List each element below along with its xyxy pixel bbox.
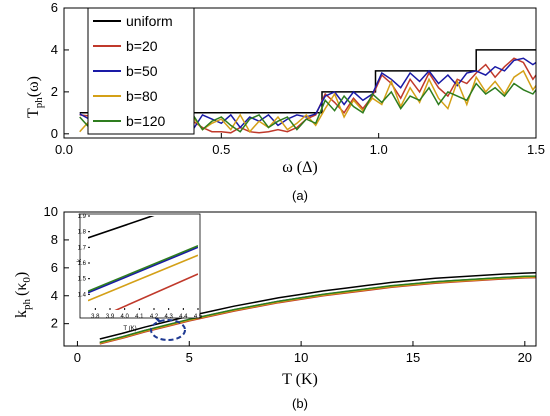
panel-a: 0.0 0.5 1.0 1.5 0 2 4 6 uniform b=20 b=50 b=80 b=1…: [25, 0, 545, 203]
inset-y-tick-label: 1.5: [78, 277, 87, 283]
panel-b-frame: [63, 211, 537, 347]
panel-b-y-tick-label: 10: [44, 204, 58, 219]
inset-y-tick-label: 1.4: [78, 292, 87, 298]
inset-x-tick-label: 3.8: [91, 314, 100, 320]
legend-label: uniform: [126, 13, 173, 29]
zoom-region-ellipse: [150, 319, 186, 341]
legend: uniform b=20 b=50 b=80 b=120: [87, 7, 195, 135]
panel-b-plot-area: [99, 271, 536, 345]
inset-x-tick-label: 4.0: [120, 314, 129, 320]
inset-series-b-50: [88, 246, 198, 294]
inset-y-axis-label: k: [77, 258, 83, 262]
panel-a-x-tick-label: 0.0: [55, 142, 73, 157]
inset-series-b-20: [114, 273, 198, 310]
inset-series-b-120: [88, 245, 198, 292]
inset-x-tick-label: 4.2: [150, 314, 159, 320]
panel-a-label: (a): [292, 188, 308, 203]
panel-b-y-axis-label: kph(κ0): [13, 272, 33, 318]
panel-a-y-tick-label: 2: [51, 84, 58, 99]
panel-b-x-tick-label: 5: [186, 350, 193, 365]
legend-label: b=80: [126, 88, 158, 104]
panel-b-x-tick-label: 20: [518, 350, 532, 365]
panel-a-y-tick-label: 4: [51, 42, 58, 57]
panel-a-x-tick-label: 1.0: [370, 142, 388, 157]
panel-b-series-b-120: [99, 275, 536, 344]
legend-label: b=120: [126, 113, 166, 129]
inset-x-axis-label: T (K): [123, 326, 136, 332]
panel-b-series-b-80: [99, 276, 536, 344]
inset-x-tick-label: 4.4: [179, 314, 188, 320]
inset-background: [79, 213, 201, 319]
panel-a-x-ticks: 0.0 0.5 1.0 1.5: [55, 133, 545, 157]
panel-b-label: (b): [292, 396, 308, 411]
panel-a-y-tick-label: 0: [51, 126, 58, 141]
inset-series-uniform: [88, 216, 155, 239]
inset-y-ticks: 1.4 1.5 1.6 1.7 1.8 1.9: [78, 214, 90, 298]
panel-a-x-tick-label: 0.5: [212, 142, 230, 157]
panel-a-y-ticks: 0 2 4 6: [51, 0, 69, 141]
panel-b-y-ticks: 2 4 6 8 10: [44, 204, 69, 331]
panel-b-y-tick-label: 6: [51, 260, 58, 275]
inset-x-tick-label: 4.3: [164, 314, 173, 320]
panel-a-y-tick-label: 6: [51, 0, 58, 15]
panel-a-x-axis-label: ω (Δ): [282, 159, 317, 176]
panel-b-series-uniform: [99, 271, 536, 340]
inset-y-tick-label: 1.7: [78, 245, 87, 251]
panel-b: 0 5 10 15 20 2 4 6 8 10 3.8 3.9 4.0 4.1 4.2 4.3 4.4 4.5…: [13, 204, 537, 411]
inset-plot-area: [88, 216, 198, 310]
inset-y-tick-label: 1.8: [78, 230, 87, 236]
inset-x-ticks: 3.8 3.9 4.0 4.1 4.2 4.3 4.4 4.5: [91, 308, 203, 320]
panel-a-y-axis-label: Tph(ω): [25, 76, 45, 118]
panel-a-frame: [63, 7, 537, 139]
legend-label: b=20: [126, 38, 158, 54]
inset-y-tick-label: 1.6: [78, 261, 87, 267]
inset-x-tick-label: 4.5: [194, 314, 203, 320]
inset-series-b-80: [88, 254, 198, 302]
panel-b-x-ticks: 0 5 10 15 20: [74, 341, 532, 365]
panel-b-y-tick-label: 4: [51, 288, 58, 303]
panel-b-x-tick-label: 15: [406, 350, 420, 365]
panel-a-x-tick-label: 1.5: [527, 142, 545, 157]
panel-b-x-axis-label: T (K): [282, 371, 318, 388]
panel-b-y-tick-label: 2: [51, 316, 58, 331]
legend-label: b=50: [126, 63, 158, 79]
panel-b-y-tick-label: 8: [51, 232, 58, 247]
inset-y-tick-label: 1.9: [78, 214, 87, 220]
inset-x-tick-label: 4.1: [135, 314, 144, 320]
panel-b-x-tick-label: 10: [294, 350, 308, 365]
inset-x-tick-label: 3.9: [106, 314, 115, 320]
inset-chart: 3.8 3.9 4.0 4.1 4.2 4.3 4.4 4.5 1.4 1.5 1.6 1.7 1.8…: [77, 213, 203, 332]
panel-b-x-tick-label: 0: [74, 350, 81, 365]
